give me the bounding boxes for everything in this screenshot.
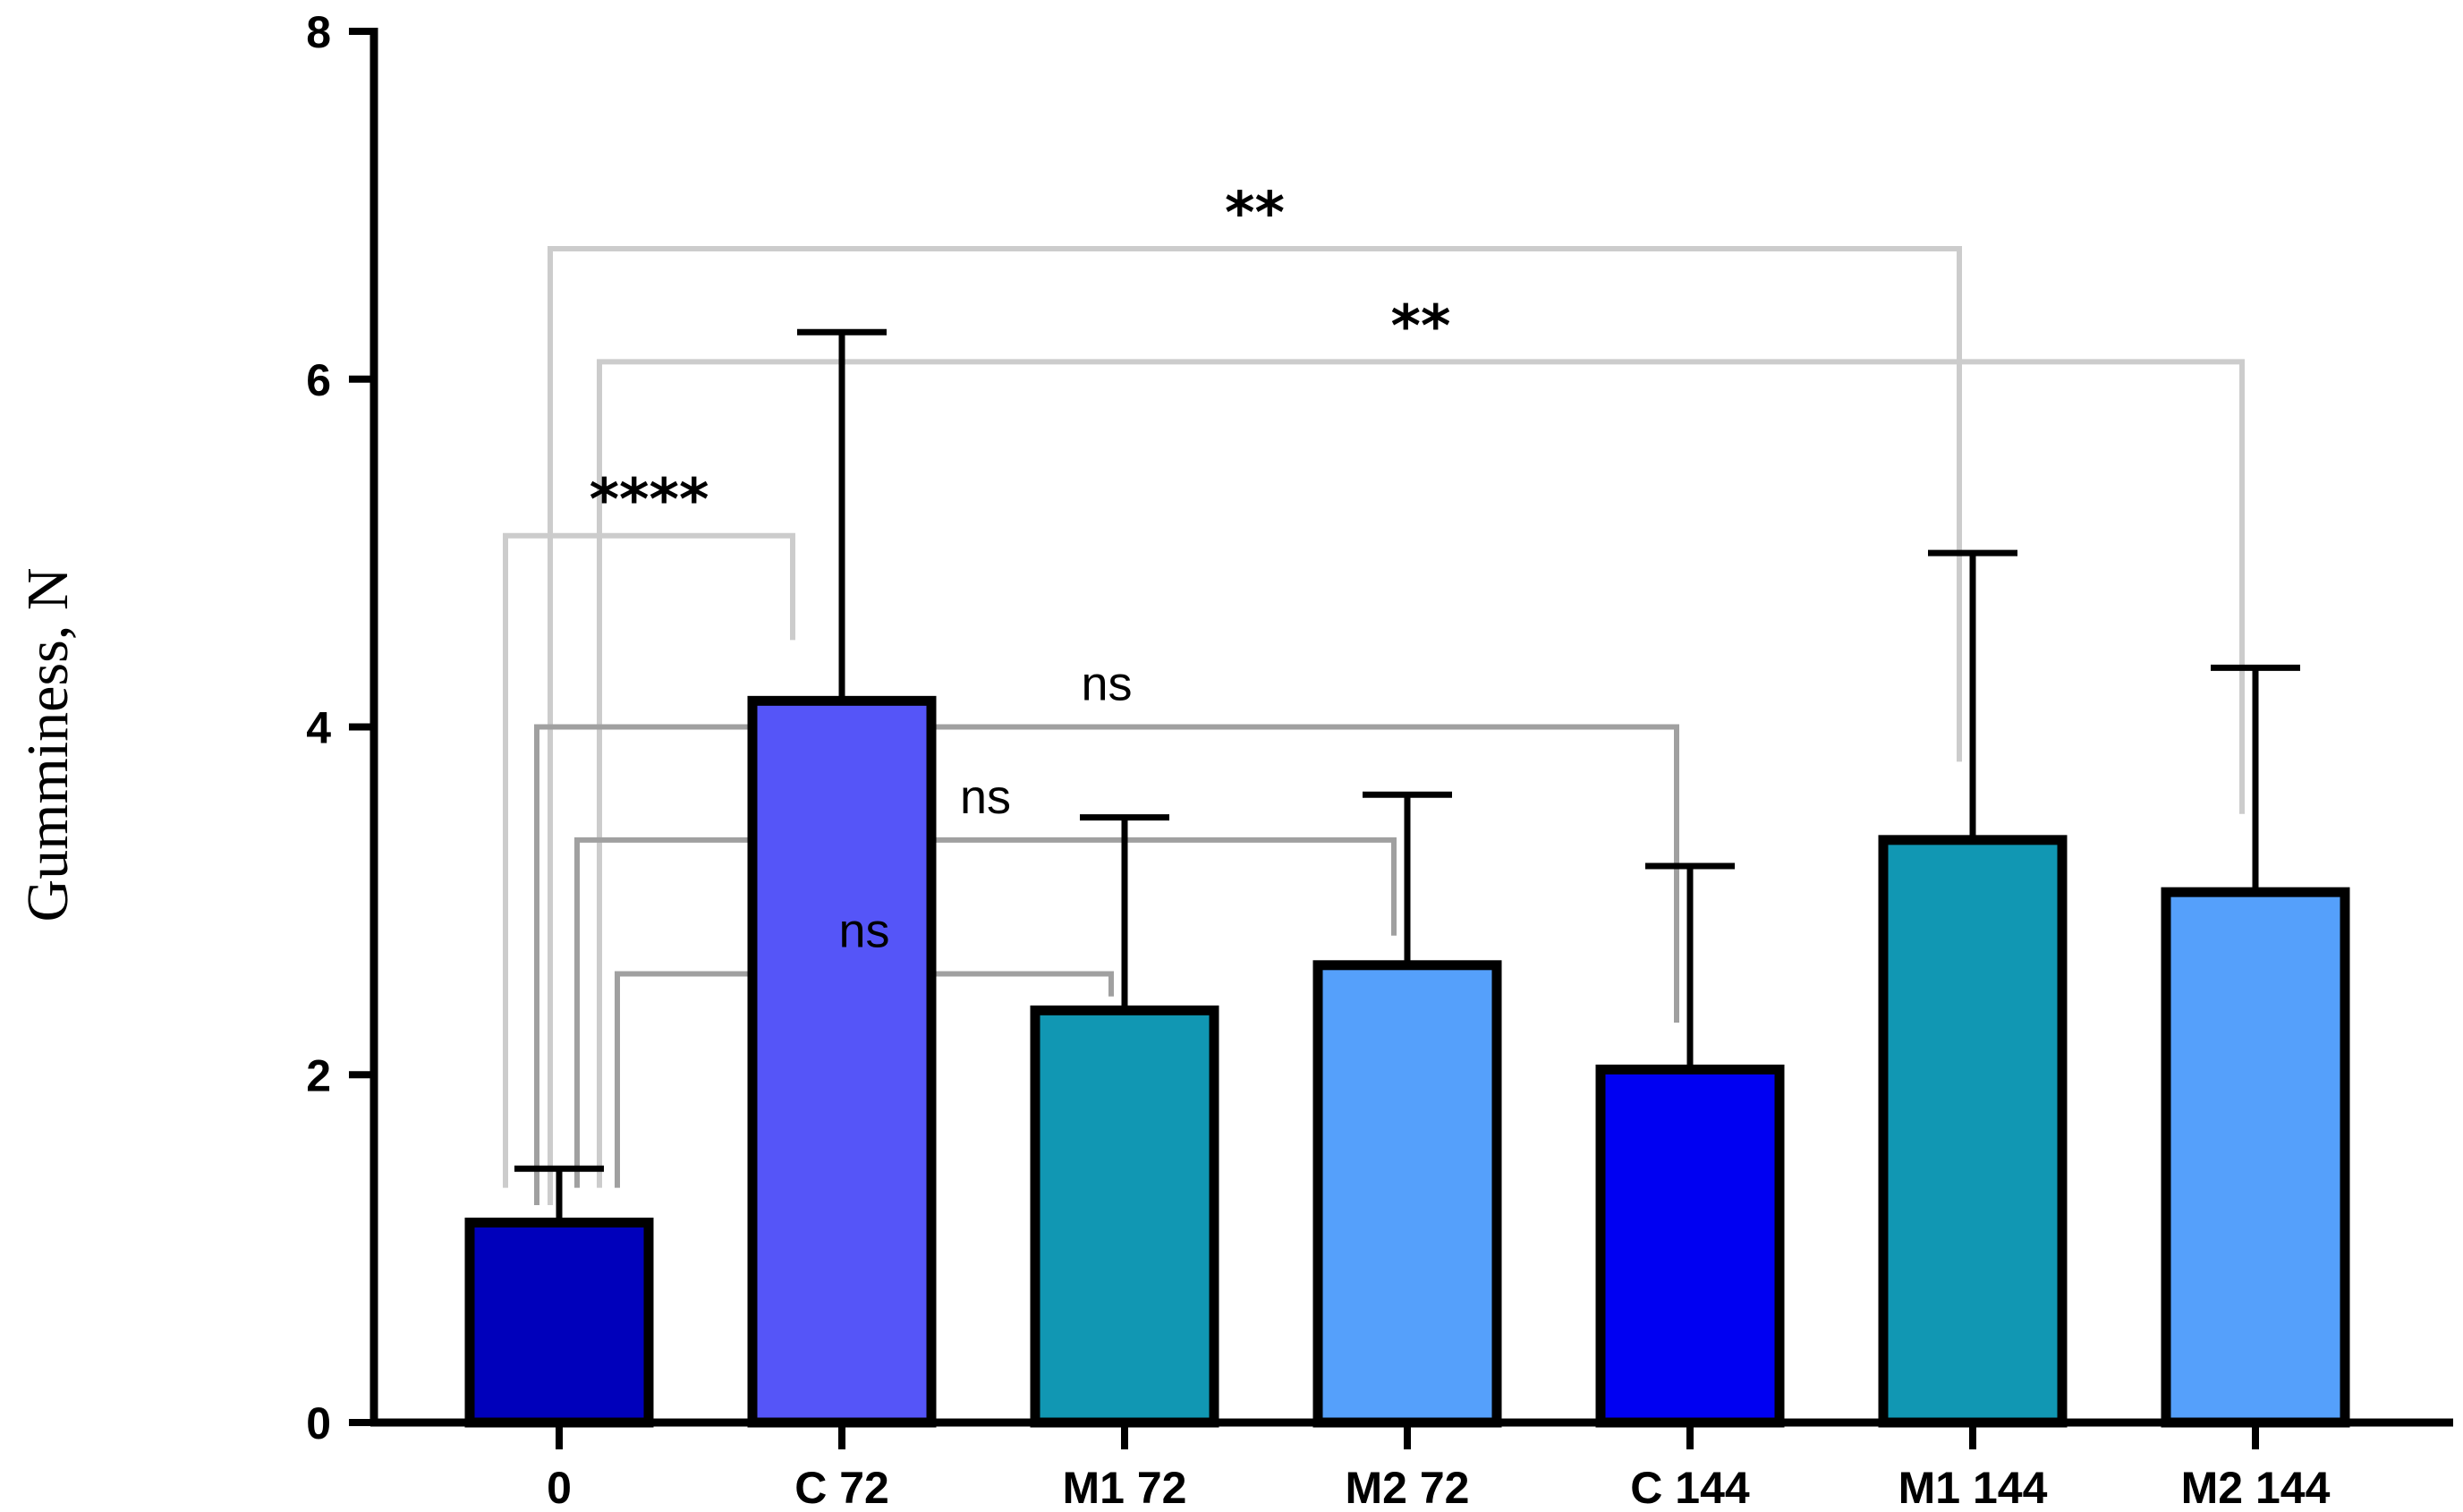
y-tick-label-0: 0 (306, 1398, 331, 1448)
y-tick-label-2: 2 (306, 1050, 331, 1100)
bar-c-144 (1595, 1064, 1785, 1428)
sig-label-m2-144: ** (1391, 293, 1451, 360)
y-tick-label-4: 4 (306, 703, 331, 753)
sig-label-m2-72: ns (960, 770, 1011, 824)
error-bars (514, 328, 2300, 1223)
sig-label-c-72: **** (590, 468, 709, 534)
bar-m1-144 (1878, 835, 2068, 1428)
x-tick-label-m1-144: M1 144 (1898, 1463, 2048, 1512)
bracket-c-72 (503, 532, 795, 1188)
bracket-m2-144 (597, 359, 2245, 1188)
bar-0 (464, 1217, 654, 1428)
sig-label-m1-144: ** (1225, 181, 1285, 247)
bracket-m2-72 (574, 837, 1397, 1188)
bar-c-72 (747, 695, 937, 1428)
y-tick-label-6: 6 (306, 355, 331, 405)
y-tick-label-8: 8 (306, 7, 331, 57)
bar-m2-144 (2161, 887, 2350, 1428)
sig-label-m1-72: ns (838, 905, 889, 958)
x-tick-label-0: 0 (547, 1463, 572, 1512)
bar-m1-72 (1030, 1005, 1219, 1428)
x-tick-label-m2-144: M2 144 (2181, 1463, 2331, 1512)
bracket-c-144 (534, 724, 1679, 1206)
x-tick-label-m2-72: M2 72 (1346, 1463, 1470, 1512)
sig-label-c-144: ns (1081, 658, 1132, 711)
x-tick-label-c-72: C 72 (794, 1463, 889, 1512)
x-tick-label-m1-72: M1 72 (1063, 1463, 1187, 1512)
x-tick-label-c-144: C 144 (1630, 1463, 1750, 1512)
axes: 0 2 4 6 8 0 C 72 M1 72 M2 72 C 144 M1 144 M2 144 (306, 7, 2453, 1512)
bar-m2-72 (1312, 960, 1502, 1428)
y-axis-label: Gumminess, N (15, 568, 81, 922)
